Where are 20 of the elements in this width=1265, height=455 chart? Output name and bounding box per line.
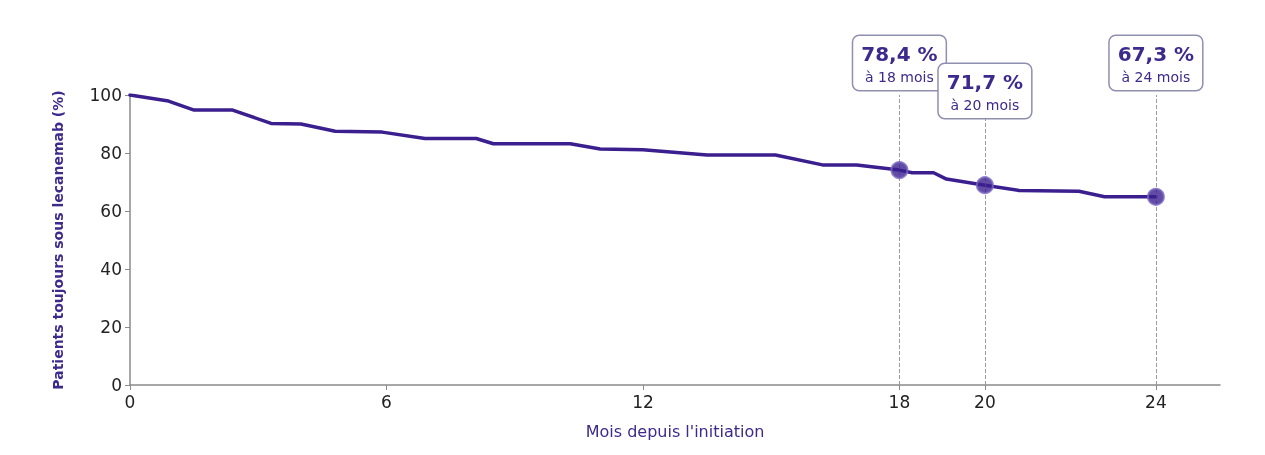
y-tick-label: 0 bbox=[111, 375, 122, 395]
y-tick-label: 20 bbox=[100, 317, 122, 337]
point bbox=[1146, 187, 1165, 206]
y-axis-title: Patients toujours sous lecanemab (%) bbox=[50, 90, 66, 390]
x-tick-label: 20 bbox=[974, 391, 996, 412]
y-tick-label: 60 bbox=[100, 201, 122, 221]
ref-line-label: 71,7 % à 20 mois bbox=[946, 70, 1024, 113]
point bbox=[890, 161, 909, 180]
x-tick-label: 24 bbox=[1145, 391, 1167, 412]
y-tick-label: 100 bbox=[89, 85, 122, 105]
x-tick-label: 18 bbox=[888, 391, 911, 412]
y-tick-label: 40 bbox=[100, 259, 122, 279]
y-tick-label: 80 bbox=[100, 143, 122, 163]
x-tick-label: 0 bbox=[124, 391, 136, 412]
ref-line-label: 67,3 % à 24 mois bbox=[1117, 42, 1195, 85]
point bbox=[975, 176, 994, 195]
ref-line-label: 78,4 % à 18 mois bbox=[861, 42, 938, 85]
x-tick-label: 12 bbox=[632, 391, 654, 412]
x-tick-label: 6 bbox=[381, 391, 392, 412]
x-axis-title: Mois depuis l'initiation bbox=[585, 421, 765, 441]
